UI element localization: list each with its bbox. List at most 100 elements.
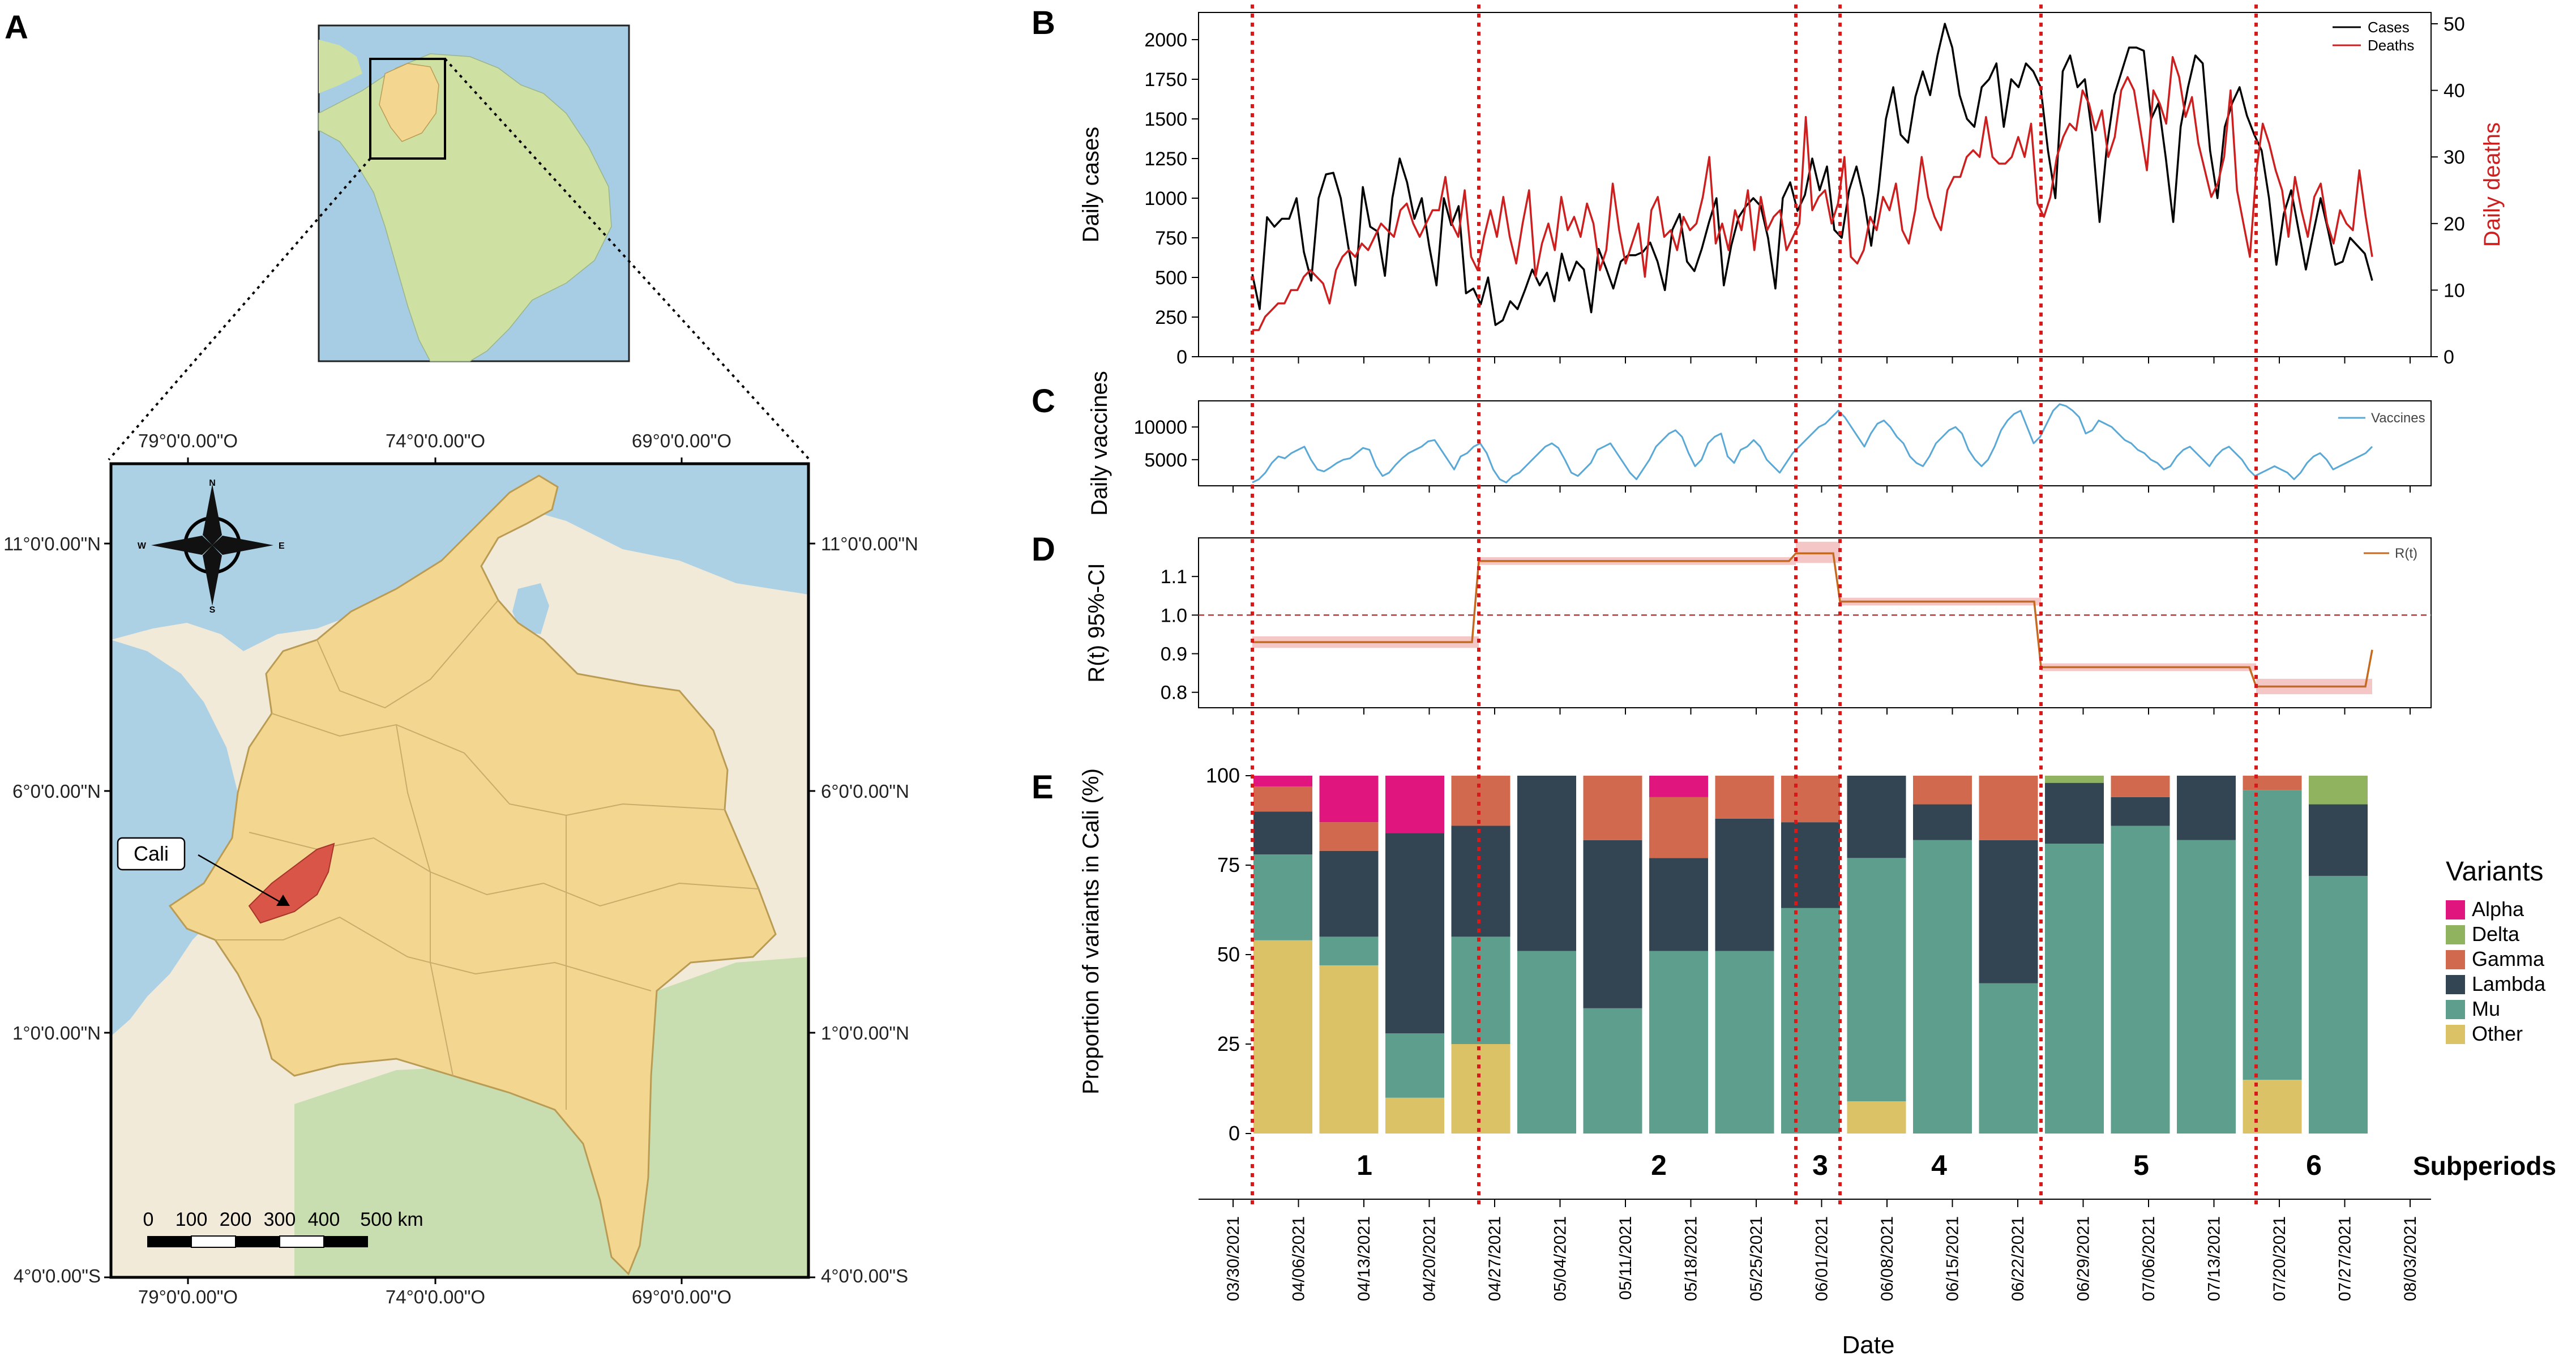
cali-department bbox=[248, 842, 335, 924]
x-tick-label-9: 06/01/2021 bbox=[1813, 1216, 1832, 1301]
scale-label-300: 300 bbox=[264, 1209, 296, 1230]
panel-d-ylabel: R(t) 95%-CI bbox=[1084, 563, 1109, 682]
x-tick-label-8: 05/25/2021 bbox=[1747, 1216, 1766, 1301]
bar-11-lambda bbox=[1913, 804, 1972, 840]
x-tick-label-1: 04/06/2021 bbox=[1290, 1216, 1308, 1301]
bar-7-mu bbox=[1649, 951, 1708, 1134]
b-y2tick-label-5: 50 bbox=[2444, 14, 2465, 35]
panel-c-legend: Vaccines bbox=[2338, 410, 2425, 426]
compass-s: S bbox=[209, 605, 216, 615]
map-coordinate-labels: 79°0'0.00"O 74°0'0.00"O 69°0'0.00"O 79°0… bbox=[3, 430, 918, 1307]
subperiod-label-5: 5 bbox=[2133, 1149, 2149, 1181]
panel-label-e: E bbox=[1032, 769, 1054, 806]
bar-2-gamma bbox=[1319, 822, 1379, 851]
bar-1-alpha bbox=[1253, 776, 1312, 786]
x-tick-label-15: 07/13/2021 bbox=[2205, 1216, 2224, 1301]
x-tick-label-5: 05/04/2021 bbox=[1551, 1216, 1570, 1301]
zoom-connector-right bbox=[444, 58, 811, 461]
compass-w: W bbox=[138, 541, 147, 551]
bar-17-delta bbox=[2309, 776, 2368, 805]
bar-2-lambda bbox=[1319, 850, 1379, 937]
map-graticule bbox=[104, 457, 815, 1284]
subperiod-label-1: 1 bbox=[1357, 1149, 1372, 1181]
scale-label-200: 200 bbox=[220, 1209, 252, 1230]
bar-9-gamma bbox=[1781, 776, 1840, 823]
overview-south-america bbox=[318, 53, 612, 362]
series-line-vaccines bbox=[1252, 403, 2373, 484]
bar-17-mu bbox=[2309, 875, 2368, 1134]
panel-b-legend: Cases Deaths bbox=[2333, 19, 2414, 54]
lon-top-3: 69°0'0.00"O bbox=[632, 430, 731, 451]
lon-top-2: 74°0'0.00"O bbox=[386, 430, 485, 451]
legend-deaths: Deaths bbox=[2368, 37, 2414, 54]
scale-label-400: 400 bbox=[308, 1209, 340, 1230]
bar-3-other bbox=[1385, 1097, 1444, 1134]
b-ytick-label-6: 1500 bbox=[1144, 109, 1187, 130]
bar-10-mu bbox=[1847, 858, 1906, 1102]
bar-16-gamma bbox=[2243, 776, 2302, 790]
d-ytick-label-0: 0.8 bbox=[1161, 682, 1187, 704]
bar-16-other bbox=[2243, 1080, 2302, 1134]
bar-3-lambda bbox=[1385, 833, 1444, 1034]
x-tick-label-12: 06/22/2021 bbox=[2009, 1216, 2027, 1301]
scale-label-500: 500 km bbox=[360, 1209, 423, 1230]
bar-7-alpha bbox=[1649, 776, 1708, 797]
subperiod-label-2: 2 bbox=[1651, 1149, 1667, 1181]
scale-label-0: 0 bbox=[143, 1209, 154, 1230]
panel-b-right-ticks: 0 10 20 30 40 50 bbox=[2431, 14, 2465, 368]
main-map: Cali N S E W 0 100 bbox=[109, 462, 810, 1279]
d-ytick-label-1: 0.9 bbox=[1161, 644, 1187, 665]
panel-d-rt: 0.8 0.9 1.0 1.1 R(t) 95%-CI R(t) bbox=[1084, 537, 2432, 708]
b-ytick-label-1: 250 bbox=[1155, 307, 1187, 328]
bar-2-other bbox=[1319, 965, 1379, 1134]
legend-swatch-other bbox=[2446, 1025, 2465, 1044]
compass-e: E bbox=[279, 541, 285, 551]
x-tick-label-17: 07/27/2021 bbox=[2336, 1216, 2355, 1301]
lat-right-1: 11°0'0.00"N bbox=[821, 533, 918, 554]
c-ytick-label-1: 10000 bbox=[1133, 417, 1187, 438]
x-tick-label-16: 07/20/2021 bbox=[2270, 1216, 2289, 1301]
b-ytick-label-4: 1000 bbox=[1144, 188, 1187, 209]
panel-c-vaccines: 5000 10000 Daily vaccines Vaccines bbox=[1087, 371, 2432, 516]
bar-1-other bbox=[1253, 940, 1312, 1134]
legend-label-lambda: Lambda bbox=[2472, 972, 2546, 995]
b-ytick-label-2: 500 bbox=[1155, 267, 1187, 289]
x-tick-label-7: 05/18/2021 bbox=[1682, 1216, 1701, 1301]
b-ytick-label-3: 750 bbox=[1155, 228, 1187, 249]
bar-4-gamma bbox=[1451, 776, 1510, 826]
legend-swatch-delta bbox=[2446, 925, 2465, 944]
panel-d-frame bbox=[1198, 537, 2432, 708]
cali-callout-box bbox=[117, 837, 186, 871]
bar-1-lambda bbox=[1253, 811, 1312, 855]
legend-label-other: Other bbox=[2472, 1022, 2523, 1045]
amazon-region bbox=[294, 957, 808, 1277]
scale-label-100: 100 bbox=[176, 1209, 208, 1230]
x-tick-label-3: 04/20/2021 bbox=[1420, 1216, 1439, 1301]
scale-bar: 0 100 200 300 400 500 km bbox=[143, 1209, 423, 1248]
b-y2tick-label-3: 30 bbox=[2444, 147, 2465, 168]
bar-9-lambda bbox=[1781, 822, 1840, 908]
e-ytick-label-2: 50 bbox=[1217, 943, 1240, 966]
panel-e-bars bbox=[1253, 776, 2368, 1134]
overview-central-america bbox=[319, 40, 362, 93]
cali-label: Cali bbox=[134, 842, 169, 865]
bar-13-lambda bbox=[2045, 782, 2104, 844]
bar-9-mu bbox=[1781, 908, 1840, 1134]
bar-1-mu bbox=[1253, 854, 1312, 940]
legend-swatch-alpha bbox=[2446, 900, 2465, 920]
x-tick-label-13: 06/29/2021 bbox=[2074, 1216, 2093, 1301]
bar-10-other bbox=[1847, 1101, 1906, 1134]
lat-left-3: 1°0'0.00"N bbox=[12, 1023, 101, 1043]
bar-4-mu bbox=[1451, 936, 1510, 1044]
bar-14-mu bbox=[2111, 826, 2170, 1134]
panel-label-b: B bbox=[1032, 5, 1055, 41]
lat-left-1: 11°0'0.00"N bbox=[3, 533, 101, 554]
legend-label-mu: Mu bbox=[2472, 997, 2500, 1020]
x-tick-label-18: 08/03/2021 bbox=[2401, 1216, 2420, 1301]
d-ytick-label-3: 1.1 bbox=[1161, 566, 1187, 588]
legend-label-delta: Delta bbox=[2472, 922, 2520, 946]
overview-inset bbox=[318, 24, 630, 362]
compass-n: N bbox=[209, 478, 216, 488]
lat-right-4: 4°0'0.00"S bbox=[821, 1265, 908, 1286]
department-borders bbox=[215, 600, 759, 1110]
